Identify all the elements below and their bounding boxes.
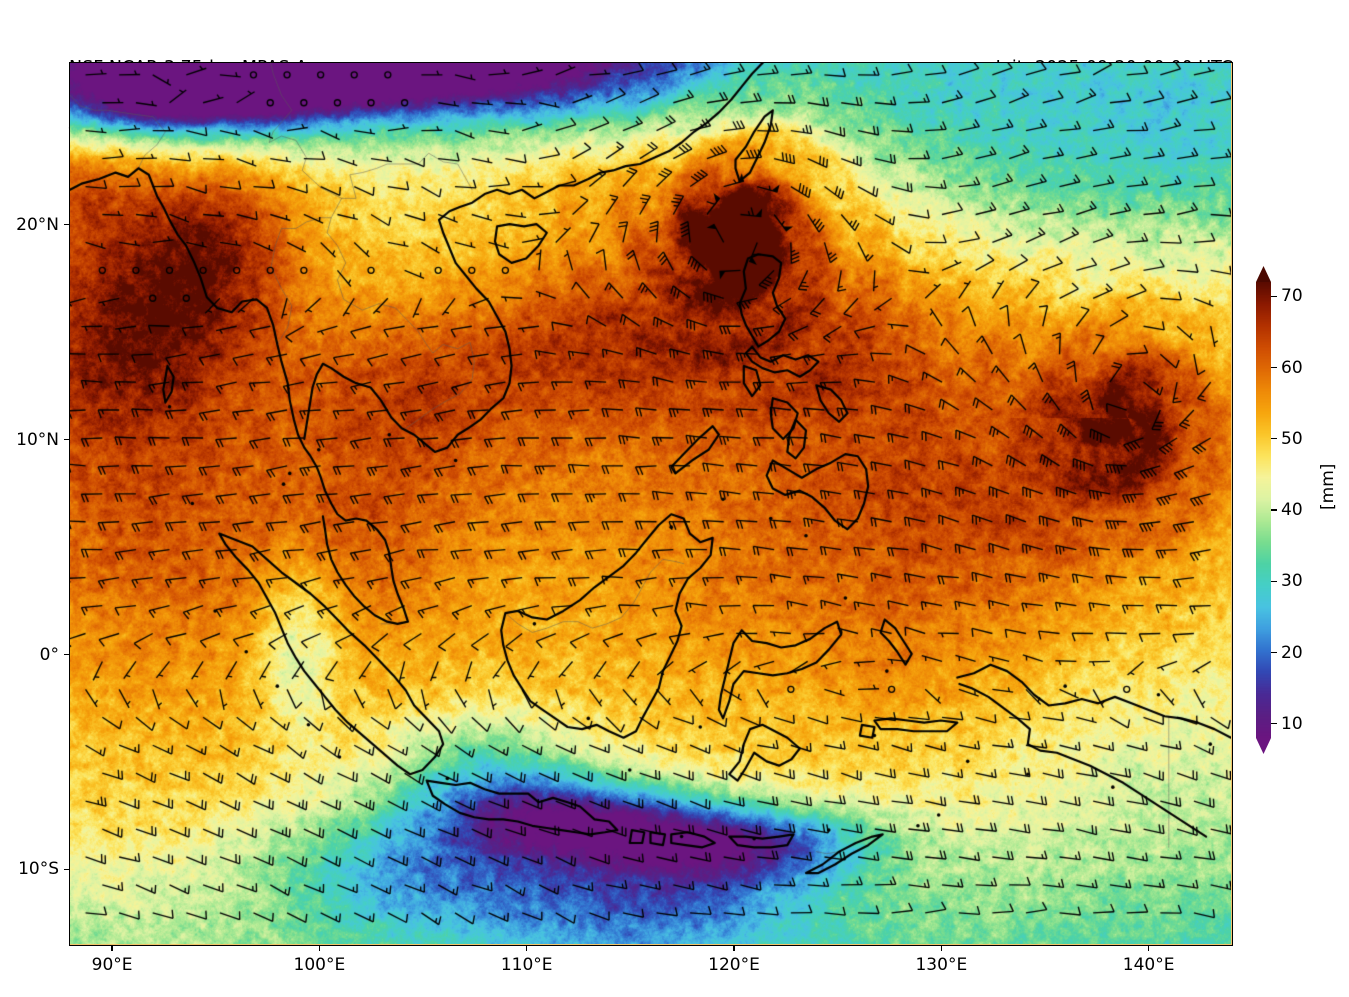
y-tick-label-20N: 20°N — [16, 215, 102, 235]
y-tick-mark — [64, 438, 69, 441]
x-tick-mark — [526, 946, 528, 951]
colorbar — [1256, 282, 1271, 738]
x-tick-mark — [733, 946, 735, 951]
y-tick-label-text: 10°S — [18, 859, 59, 880]
y-tick-label-0: 0° — [40, 645, 78, 665]
map-plot-area — [69, 62, 1233, 946]
y-tick-label-text: 20°N — [16, 214, 59, 235]
x-tick-mark — [940, 946, 943, 951]
colorbar-extend-min — [1256, 738, 1271, 754]
colorbar-tick-mark — [1271, 723, 1277, 725]
colorbar-tick-mark — [1271, 295, 1277, 297]
y-tick-mark — [64, 224, 69, 226]
y-tick-label-10N: 10°N — [16, 430, 102, 450]
y-tick-mark — [64, 653, 69, 656]
colorbar-tick-label-40: 40 — [1281, 500, 1303, 520]
colorbar-tick-label-20: 20 — [1281, 642, 1303, 663]
x-tick-mark — [1147, 946, 1150, 951]
x-tick-label-100E: 100°E — [293, 955, 346, 975]
colorbar-tick-mark — [1271, 438, 1277, 440]
y-tick-label-text: 0° — [39, 644, 59, 665]
y-tick-label-text: 10°N — [16, 429, 59, 450]
x-tick-label-120E: 120°E — [708, 955, 760, 975]
colorbar-tick-label-50: 50 — [1281, 428, 1303, 449]
colorbar-tick-mark — [1271, 366, 1277, 369]
wind-barb-layer — [70, 63, 1231, 944]
x-tick-label-130E: 130°E — [915, 955, 968, 975]
x-tick-label-90E: 90°E — [91, 955, 133, 975]
colorbar-title: [mm] — [1318, 463, 1338, 510]
colorbar-tick-label-60: 60 — [1281, 357, 1303, 378]
y-tick-mark — [64, 868, 69, 871]
x-tick-mark — [111, 946, 113, 951]
x-tick-label-140E: 140°E — [1122, 955, 1175, 975]
colorbar-tick-label-70: 70 — [1281, 286, 1303, 307]
colorbar-tick-mark — [1271, 580, 1277, 582]
x-tick-label-110E: 110°E — [500, 955, 553, 975]
colorbar-gradient — [1256, 282, 1271, 738]
x-tick-mark — [318, 946, 321, 951]
colorbar-extend-max — [1256, 266, 1271, 282]
colorbar-tick-mark — [1271, 651, 1277, 654]
colorbar-tick-mark — [1271, 509, 1277, 511]
y-tick-label-10S: 10°S — [18, 859, 100, 879]
colorbar-tick-label-10: 10 — [1281, 713, 1303, 734]
colorbar-tick-label-30: 30 — [1281, 571, 1303, 592]
